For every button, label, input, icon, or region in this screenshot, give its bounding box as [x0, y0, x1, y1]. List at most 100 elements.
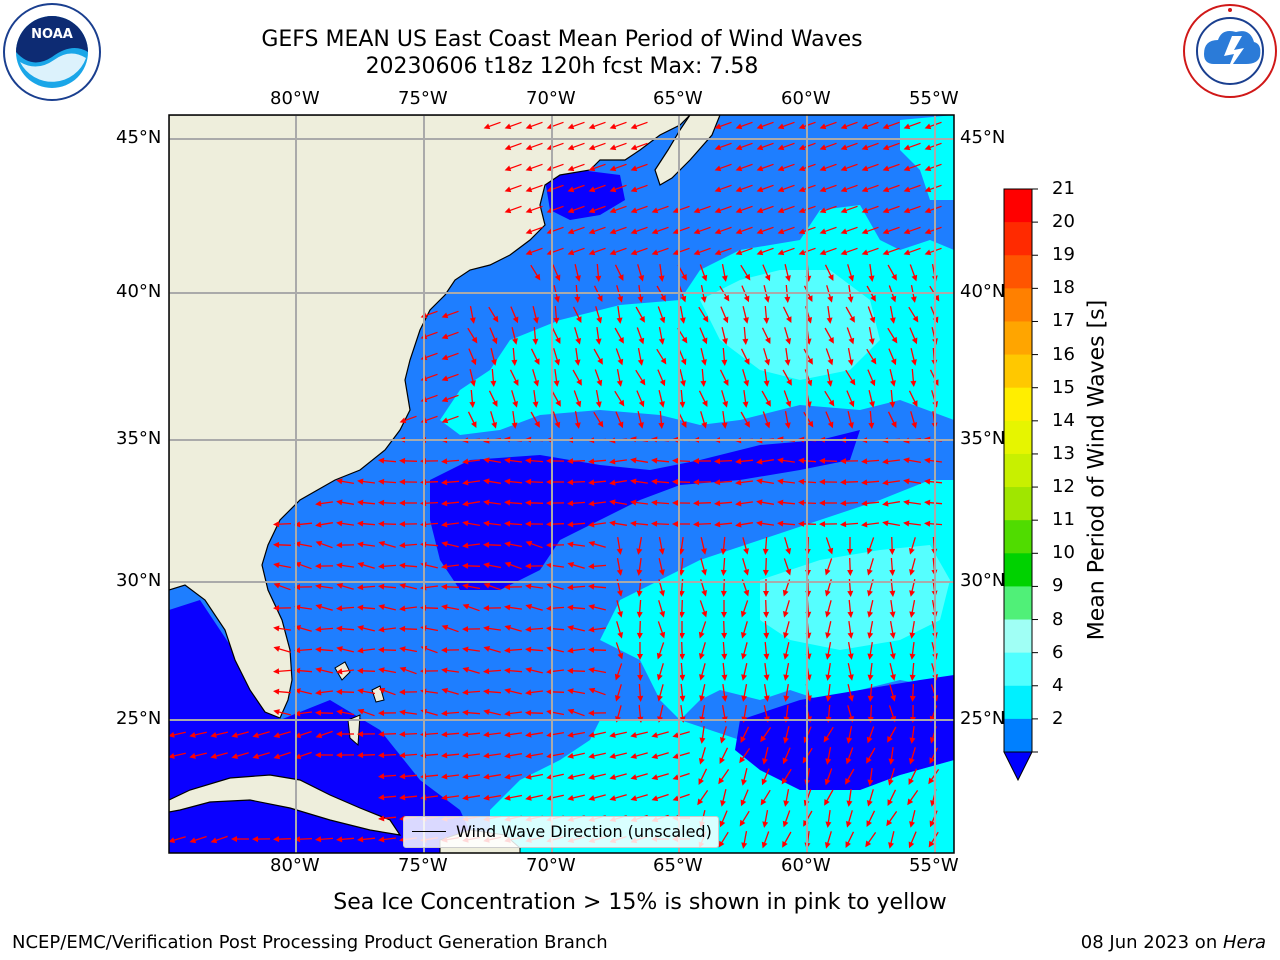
wind-wave-arrow-head [534, 273, 541, 281]
wind-wave-arrow-head [554, 274, 561, 282]
lon-label-bottom-75w: 75°W [398, 855, 448, 876]
wind-wave-arrow-head [861, 186, 869, 193]
wind-wave-arrow-head [546, 500, 553, 507]
wind-wave-arrow-head [651, 795, 659, 802]
wind-wave-arrow-head [933, 294, 940, 302]
wind-wave-arrow-head [525, 646, 532, 653]
wind-wave-arrow-head [777, 520, 784, 527]
wind-wave-arrow-head [588, 458, 595, 465]
wind-wave-arrow-head [783, 674, 790, 681]
wind-wave-arrow-head [525, 540, 533, 547]
wind-wave-arrow-head [819, 123, 827, 130]
wind-wave-arrow-head [294, 836, 301, 843]
wind-wave-arrow-head [588, 710, 595, 717]
wind-wave-arrow-head [399, 625, 406, 632]
wind-wave-arrow-head [294, 604, 301, 611]
colorbar-tick-label: 16 [1052, 343, 1075, 365]
wind-wave-arrow-head [273, 582, 281, 589]
wind-wave-arrow-head [637, 359, 644, 366]
wind-wave-arrow-head [777, 228, 785, 235]
wind-wave-arrow-head [441, 312, 449, 319]
wind-wave-arrow-head [525, 165, 533, 172]
wind-wave-arrow-head [553, 380, 560, 387]
wind-wave-arrow-head [595, 401, 602, 408]
wind-wave-arrow-head [441, 624, 449, 631]
deepblue-region-gulf-maine [545, 170, 625, 220]
wind-wave-arrow-head [882, 479, 889, 486]
wind-wave-arrow-head [702, 315, 709, 323]
wind-wave-arrow-head [870, 357, 877, 365]
wind-wave-arrow-head [483, 562, 490, 569]
wind-wave-arrow-head [909, 695, 916, 702]
wind-wave-arrow-head [651, 249, 659, 256]
wind-wave-arrow-head [378, 540, 386, 547]
wind-wave-arrow-head [399, 666, 407, 673]
wind-wave-arrow-head [618, 274, 624, 281]
wind-wave-arrow-head [294, 647, 301, 654]
colorbar-segment [1004, 718, 1032, 753]
wind-wave-arrow-head [630, 499, 637, 506]
wind-wave-arrow-head [336, 688, 343, 695]
wind-wave-arrow-head [761, 841, 768, 849]
wind-wave-arrow-head [888, 758, 895, 765]
wind-wave-arrow-head [701, 274, 708, 282]
wind-wave-arrow-head [714, 228, 722, 235]
wind-wave-arrow-head [630, 732, 637, 738]
wind-wave-arrow-head [827, 421, 834, 429]
wind-wave-arrow-head [469, 401, 476, 408]
colorbar-segment [1004, 652, 1032, 687]
wind-wave-arrow-head [756, 144, 764, 151]
wind-wave-arrow-head [504, 144, 512, 151]
wind-wave-arrow-head [777, 457, 784, 464]
wind-wave-arrow-head [701, 421, 708, 429]
graticule-grid [169, 115, 954, 853]
colorbar [1003, 188, 1038, 782]
wind-wave-arrow-head [504, 731, 511, 738]
wind-wave-arrow-head [744, 421, 750, 428]
chart-subtitle: 20230606 t18z 120h fcst Max: 7.58 [365, 54, 759, 79]
wind-wave-arrow-head [889, 569, 896, 576]
wind-wave-arrow-head [848, 422, 854, 429]
wind-wave-arrow-head [798, 520, 805, 527]
wind-wave-arrow-head [798, 165, 806, 172]
wind-wave-arrow-head [357, 708, 365, 715]
wind-wave-arrow-head [861, 521, 868, 528]
wind-wave-arrow-head [252, 732, 259, 738]
wind-wave-arrow-head [891, 274, 897, 281]
wind-wave-arrow-head [924, 457, 931, 464]
wind-wave-arrow-head [903, 186, 911, 193]
nws-logo [1183, 4, 1277, 98]
wind-wave-arrow-head [614, 673, 621, 681]
wind-wave-arrow-head [763, 653, 770, 660]
wind-wave-arrow-head [786, 379, 792, 386]
wind-wave-arrow-head [357, 541, 364, 548]
wind-wave-arrow-head [609, 123, 617, 130]
wind-wave-arrow-head [723, 379, 729, 386]
wind-wave-arrow-head [659, 401, 665, 408]
wind-wave-arrow-head [534, 421, 540, 428]
wind-wave-arrow-head [616, 569, 623, 576]
wind-wave-arrow-head [903, 499, 910, 506]
colorbar-segment [1004, 453, 1032, 488]
wind-wave-arrow-head [861, 500, 868, 507]
wind-wave-arrow-head [231, 836, 237, 842]
wind-wave-arrow-head [553, 317, 560, 324]
wind-wave-arrow-head [462, 500, 469, 507]
wind-wave-arrow-head [294, 521, 301, 528]
wind-wave-arrow-head [567, 521, 574, 528]
wind-wave-arrow-head [819, 521, 826, 528]
wind-wave-arrow-head [357, 667, 364, 674]
wind-wave-arrow-head [378, 604, 385, 610]
wind-wave-arrow-head [798, 186, 806, 193]
wind-wave-arrow-head [819, 228, 827, 235]
wind-wave-arrow-head [720, 800, 726, 807]
wind-wave-arrow-head [609, 165, 617, 172]
wind-wave-arrow-head [848, 695, 854, 702]
wind-wave-arrow-head [555, 400, 561, 407]
colorbar-segment [1004, 619, 1032, 654]
wind-wave-arrow-head [869, 401, 875, 408]
wind-wave-arrow-head [847, 549, 853, 555]
wind-wave-arrow-head [672, 499, 679, 506]
wind-wave-arrow-head [441, 500, 448, 507]
wind-wave-arrow-head [867, 590, 873, 597]
